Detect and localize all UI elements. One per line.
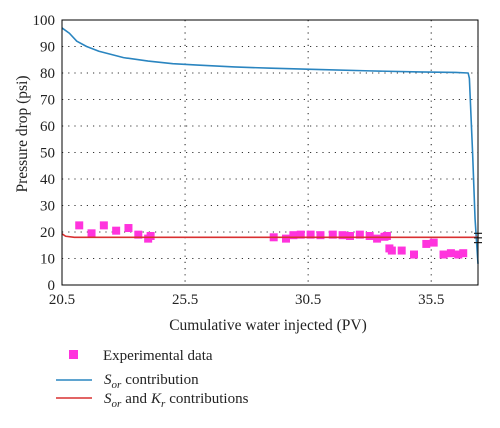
experimental-data-point [328,230,337,239]
experimental-data-point [439,250,448,259]
experimental-data-point [99,221,108,230]
legend-sor-subscript: or [112,379,123,391]
grid [62,20,478,285]
legend-both-and: and [125,391,147,407]
legend-item-sor-kr: Sor and Kr contributions [56,391,249,410]
legend-both-text: contributions [169,391,248,407]
experimental-data-point [373,234,382,243]
series-line-s-or-and-k-r-contributions [61,233,478,239]
y-tick-label: 50 [40,146,55,162]
series-line-s-or-contribution [61,27,479,264]
experimental-data-point [282,234,290,243]
y-tick-label: 80 [40,66,55,82]
y-tick-label: 100 [33,13,56,29]
legend-item-sor: Sor contribution [56,372,199,391]
experimental-marker-icon [69,350,78,359]
legend-item-experimental: Experimental data [69,348,213,364]
experimental-data-point [459,249,468,258]
experimental-data-point [382,231,391,240]
legend-both-k-subscript: r [161,398,166,410]
experimental-data-point [87,229,96,238]
x-tick-label: 30.5 [295,292,321,308]
legend-label-sor: Sor contribution [104,372,199,391]
experimental-data-point [146,231,155,240]
y-tick-label: 10 [40,252,55,268]
experimental-data-point [338,231,347,240]
experimental-data-point [134,230,143,239]
y-tick-label: 40 [40,172,55,188]
legend-label-experimental: Experimental data [103,348,213,364]
experimental-data-point [75,221,84,230]
x-tick-label: 35.5 [418,292,444,308]
legend-label-sor-kr: Sor and Kr contributions [104,391,249,410]
experimental-data-point [124,224,133,233]
x-tick-label: 20.5 [49,292,75,308]
y-tick-label: 70 [40,93,55,109]
experimental-data-point [289,231,298,240]
experimental-data-point [316,231,325,240]
y-axis-title: Pressure drop (psi) [14,75,31,192]
x-tick-label: 25.5 [172,292,198,308]
experimental-data-point [446,249,455,258]
experimental-data-point [296,230,305,239]
experimental-data-point [422,239,431,248]
experimental-data-point [410,250,418,259]
legend-both-s-subscript: or [112,398,123,410]
experimental-data-point [346,231,354,240]
y-tick-label: 20 [40,225,55,241]
y-tick-label: 60 [40,119,55,135]
legend-both-k-symbol: K [150,391,162,407]
experimental-data-point [397,246,406,255]
y-tick-label: 90 [40,40,55,56]
experimental-data-point [454,250,463,259]
experimental-data-point [355,230,364,239]
experimental-data-point [387,246,396,255]
experimental-data-point [365,231,374,240]
axis-ticks: 0 10 20 30 40 50 60 70 80 90 100 20.5 25.5 30.5 35.5 [33,13,445,308]
x-axis-title: Cumulative water injected (PV) [169,317,367,334]
legend-sor-symbol: S [104,372,112,388]
y-tick-label: 30 [40,199,55,215]
y-tick-label: 0 [48,278,56,294]
legend-sor-text: contribution [125,372,199,388]
series-layer [61,27,482,264]
experimental-data-point [306,230,315,239]
legend-both-s-symbol: S [104,391,112,407]
plot-area-frame [61,19,479,286]
legend: Experimental data Sor contribution Sor and… [56,348,249,410]
experimental-data-point [429,238,438,247]
experimental-data-point [112,226,121,235]
